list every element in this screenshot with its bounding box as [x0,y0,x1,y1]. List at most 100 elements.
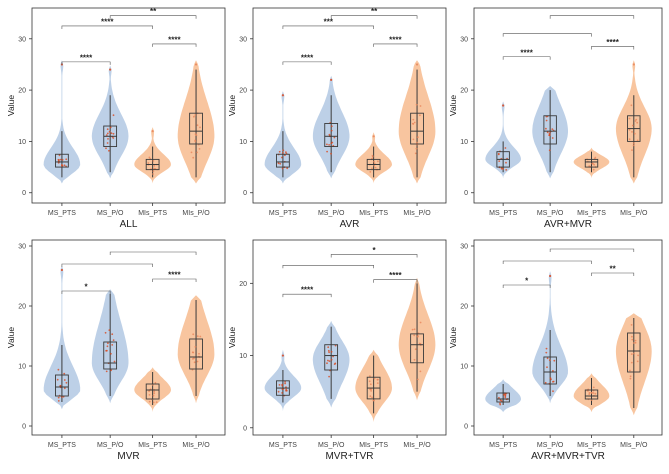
data-point [333,363,336,365]
data-point [327,346,330,349]
data-point [193,115,195,118]
data-point [279,162,282,165]
significance-label: ** [610,265,617,274]
data-point [60,396,63,398]
data-point [148,400,151,403]
data-point [65,381,68,384]
data-point [629,369,631,372]
y-tick-label: 20 [239,281,247,288]
data-point [106,142,109,144]
significance-label: * [525,277,529,286]
data-point [192,351,195,354]
data-point [412,123,415,125]
data-point [148,156,151,159]
data-point [196,151,198,154]
data-point [198,352,200,355]
x-tick-label: MIs_PTS [577,442,606,449]
data-point [328,360,331,362]
plot-frame [473,239,663,436]
data-point [498,160,501,163]
data-point [631,149,633,152]
data-point [327,349,330,352]
data-point [58,159,60,162]
data-point [553,359,556,362]
data-point [546,357,549,360]
y-tick-label: 10 [239,353,247,360]
violin-MS_PTS [485,101,521,179]
y-axis-label: Value [448,95,458,116]
significance-label: *** [324,17,334,26]
data-point [548,134,551,137]
data-point [505,169,508,171]
significance-bracket [282,61,332,65]
y-tick-label: 20 [460,304,468,311]
data-point [106,345,109,348]
significance-label: ** [150,7,157,16]
y-tick-label: 20 [460,88,468,95]
data-point [326,143,328,146]
data-point [631,338,634,341]
data-point [376,382,379,384]
data-point [369,375,371,377]
data-point [498,396,500,399]
data-point [413,358,416,361]
y-tick-label: 20 [18,88,26,95]
panel-title: AVR [340,219,360,230]
data-point [59,384,62,387]
data-point [416,136,419,139]
data-point [282,152,284,154]
y-tick-label: 30 [460,244,468,251]
data-point [330,350,333,353]
box [627,332,641,373]
data-point [372,399,375,402]
y-axis-label: Value [6,327,16,348]
data-point [153,390,156,393]
data-point [330,358,333,361]
panel-4: 0 10 20 Value MS_PTS MS_P/O MIs_PTS MIs_P/O MVR+… [227,239,447,462]
data-point [590,391,593,394]
data-point [105,370,108,373]
x-tick-label: MIs_P/O [620,210,648,217]
data-point [195,134,198,137]
data-point [56,378,59,381]
data-point [632,144,635,147]
data-point [591,162,594,165]
data-point [105,349,107,352]
data-point [286,167,289,170]
data-point [193,361,196,364]
data-point [419,114,421,117]
outlier-point [194,63,198,66]
data-point [278,384,281,386]
data-point [374,166,377,169]
data-point [628,128,631,131]
data-point [148,394,151,396]
y-tick-label: 10 [239,139,247,146]
panel-0: 0 10 20 30 Value MS_PTS MS_P/O MIs_PTS MIs_P/O AL… [6,7,226,230]
x-tick-label: MS_P/O [537,210,564,217]
panel-title: MVR+TVR [325,451,373,462]
data-point [415,103,418,106]
data-point [368,380,371,383]
data-point [57,368,60,371]
significance-bracket [282,293,332,298]
significance-bracket [61,290,111,294]
data-point [105,147,107,150]
box [584,158,599,168]
data-point [551,137,554,139]
data-point [544,381,547,384]
data-point [106,132,109,135]
y-tick-label: 20 [239,88,247,95]
data-point [194,140,197,143]
data-point [418,342,421,345]
data-point [546,366,548,369]
significance-bracket [502,260,592,264]
data-point [631,335,633,338]
significance-bracket [330,254,418,258]
x-tick-label: MIs_P/O [620,442,648,449]
data-point [629,377,632,380]
significance-label: **** [168,271,181,280]
data-point [590,399,593,401]
y-tick-label: 30 [239,36,247,43]
box [410,112,424,145]
